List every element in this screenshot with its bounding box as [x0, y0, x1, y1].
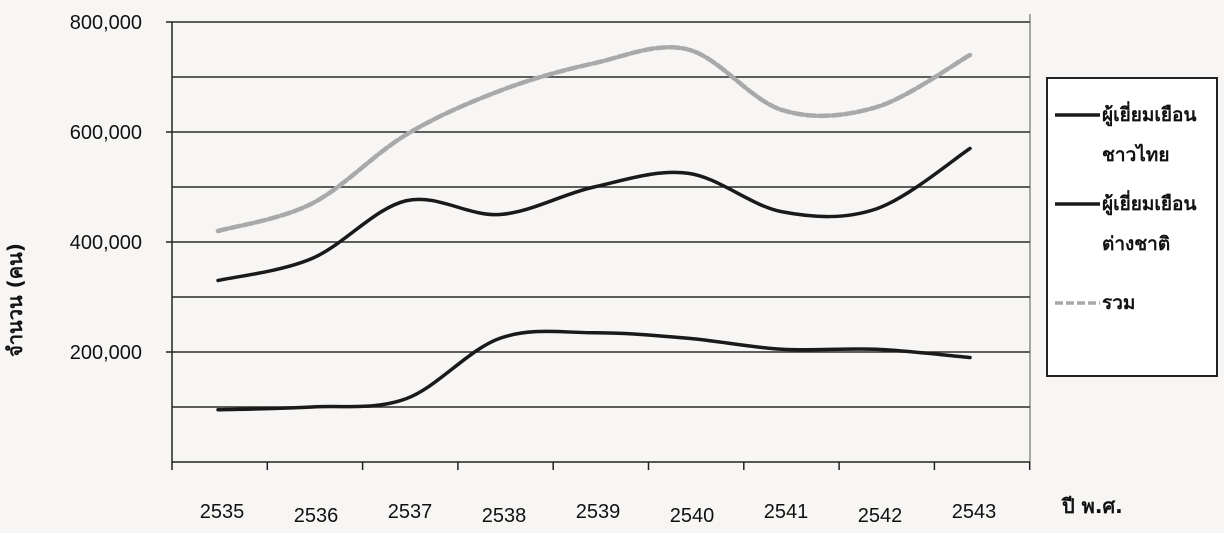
x-tick-label: 2540	[670, 505, 715, 527]
legend-entry: ผู้เยี่ยมเยือน	[1102, 101, 1196, 127]
gridlines	[172, 14, 1031, 462]
y-tick-labels: 200,000 400,000 600,000 800,000	[70, 12, 172, 364]
x-tick-label: 2539	[576, 501, 621, 523]
series-line-2	[216, 329, 972, 412]
y-tick-label: 800,000	[70, 12, 142, 34]
x-tick-label: 2537	[388, 501, 433, 523]
legend-entry: รวม	[1102, 292, 1135, 314]
y-tick-label: 400,000	[70, 232, 142, 254]
x-tick-label: 2542	[858, 505, 903, 527]
y-tick-label: 200,000	[70, 342, 142, 364]
x-tick-label: 2543	[952, 501, 997, 523]
x-tick-label: 2541	[764, 501, 809, 523]
x-axis-title: ปี พ.ศ.	[1061, 494, 1123, 518]
legend-box	[1046, 77, 1218, 377]
y-tick-label: 600,000	[70, 122, 142, 144]
series-lines	[215, 45, 973, 412]
legend-entry: ต่างชาติ	[1102, 233, 1170, 255]
legend-entry: ผู้เยี่ยมเยือน	[1102, 190, 1196, 216]
x-tick-labels: 2535 2536 2537 2538 2539 2540 2541 2542 2543	[171, 462, 1031, 527]
series-line-1	[216, 146, 972, 283]
x-tick-label: 2536	[294, 505, 339, 527]
x-tick-label: 2535	[200, 501, 245, 523]
legend: ผู้เยี่ยมเยือนชาวไทยผู้เยี่ยมเยือนต่างชา…	[1046, 77, 1218, 377]
x-tick-label: 2538	[482, 505, 527, 527]
legend-entry: ชาวไทย	[1102, 143, 1169, 166]
series-line-3	[215, 45, 973, 234]
y-axis-title: จำนวน (คน)	[3, 243, 27, 357]
